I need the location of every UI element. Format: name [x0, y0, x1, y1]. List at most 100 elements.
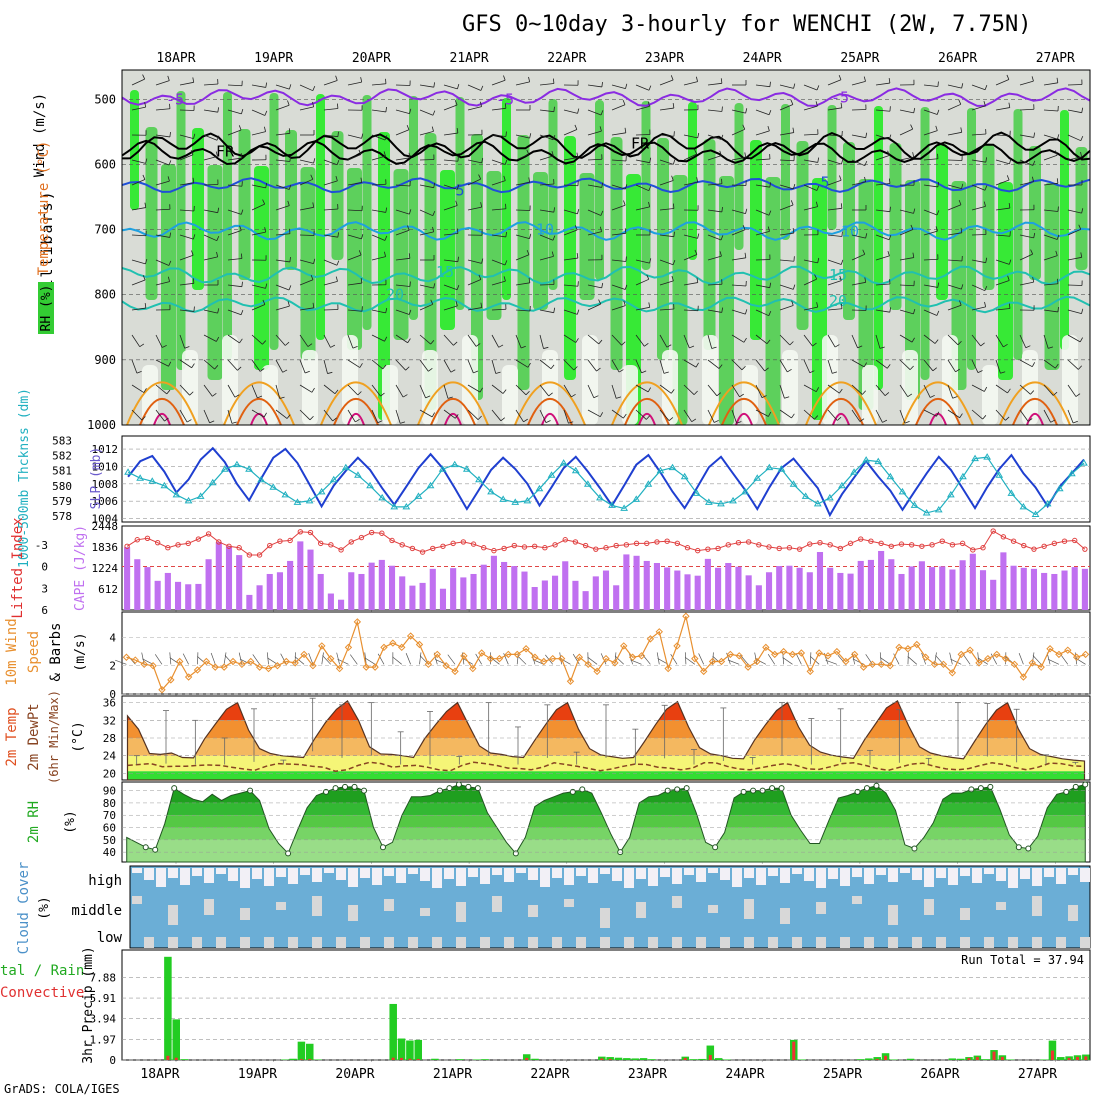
wind-barb-flag — [545, 420, 551, 424]
li-point — [267, 542, 273, 549]
li-point — [959, 540, 966, 547]
wind-barb-flag — [816, 185, 820, 191]
wind-barb — [971, 334, 982, 347]
wind-barb — [683, 359, 697, 368]
cape-bar — [878, 550, 885, 610]
wind-barb-flag — [1008, 203, 1011, 209]
wind-barb — [923, 130, 938, 136]
wind-barb-10m — [267, 657, 278, 665]
wind-speed-point — [939, 660, 948, 669]
wind-barb-flag — [234, 394, 240, 398]
wind-barb-flag — [141, 416, 146, 421]
cape-bar — [623, 554, 630, 610]
li-point — [562, 537, 568, 543]
wind-barb-flag — [623, 413, 627, 419]
cloud-clear-low — [1056, 937, 1066, 948]
wind-barb-flag — [694, 149, 698, 155]
cloud-clear-high — [876, 868, 886, 875]
wind-barb — [323, 384, 336, 395]
wind-barb — [923, 109, 938, 115]
rh-point — [342, 783, 349, 790]
wind-barb-flag — [433, 82, 436, 88]
wind-barb-flag — [192, 77, 195, 83]
cloud-clear-low — [384, 937, 394, 948]
wind-barb-flag — [310, 174, 314, 180]
wind-barb-flag — [859, 418, 865, 422]
contour-label: -5 — [166, 90, 184, 108]
wind-barb-flag — [576, 152, 579, 158]
wind-barb-flag — [385, 207, 388, 213]
wind-barb — [947, 184, 962, 190]
wind-barb-10m — [684, 652, 687, 665]
li-point — [531, 543, 538, 549]
wind-axis-label: (m/s) — [73, 632, 88, 671]
wind-barb-10m — [252, 654, 260, 665]
wind-barb — [755, 284, 770, 289]
thickness-point — [704, 498, 713, 505]
cloud-clear-high — [732, 868, 742, 887]
wind-barb-flag — [621, 341, 626, 346]
thickness-point — [136, 474, 145, 481]
wind-barb — [155, 281, 170, 286]
wind-barb-flag — [1009, 303, 1011, 309]
wind-barb-flag — [937, 282, 940, 288]
wind-barb-flag — [817, 257, 820, 263]
precip-tick-label: 5.91 — [90, 992, 117, 1005]
wind-speed-point — [406, 632, 415, 640]
wind-barb — [683, 334, 690, 349]
li-point — [297, 529, 304, 535]
wind-barb-flag — [814, 274, 818, 280]
cloud-clear-high — [696, 868, 706, 882]
wind-barb-flag — [335, 276, 338, 282]
thickness-tick-label: 578 — [52, 510, 72, 523]
wind-speed-point — [176, 657, 184, 666]
rh-axis-label: (%) — [63, 810, 78, 833]
thickness-point — [620, 504, 629, 511]
wind-speed-point — [868, 660, 877, 669]
li-point — [440, 543, 446, 549]
wind-barb — [515, 384, 527, 396]
wind-speed-point — [966, 646, 974, 654]
cloud-clear-middle — [852, 896, 862, 904]
cloud-clear-high — [504, 868, 514, 882]
wind-barb — [179, 334, 186, 349]
wind-barb — [275, 132, 290, 136]
wind-speed-point — [238, 660, 246, 669]
wind-barb-flag — [791, 300, 794, 306]
contour-label: 15 — [436, 263, 454, 281]
thickness-point — [741, 487, 750, 495]
wind-barb — [851, 80, 866, 86]
precip-total-bar — [280, 1059, 289, 1060]
thickness-point — [596, 493, 604, 501]
wind-barb — [707, 155, 722, 161]
thickness-point — [475, 475, 483, 483]
cloud-clear-high — [900, 868, 910, 873]
wind-barb-flag — [863, 76, 866, 82]
wind-barb-flag — [864, 160, 868, 166]
wind-barb — [611, 132, 626, 136]
precip-total-bar — [406, 1040, 414, 1060]
wind-speed-point — [344, 643, 353, 652]
wind-barb-flag — [598, 339, 603, 345]
thickness-point — [583, 480, 592, 487]
wind-barb-flag — [862, 249, 866, 255]
wind-barb-flag — [425, 395, 431, 399]
wind-barb-flag — [1050, 419, 1056, 423]
cloud-clear-high — [960, 868, 970, 876]
wind-barb-10m — [1075, 657, 1086, 665]
wind-barb-flag — [527, 362, 531, 368]
wind-barb — [1067, 384, 1077, 397]
wind-barb-flag — [1081, 308, 1084, 314]
cloud-clear-high — [1020, 868, 1030, 879]
rh-point — [455, 781, 462, 788]
wind-barb — [707, 384, 718, 397]
li-point — [1051, 540, 1058, 547]
wind-barb-flag — [262, 199, 266, 205]
wind-barb-flag — [551, 151, 554, 157]
wind-barb — [395, 129, 410, 136]
wind-barb — [923, 334, 936, 344]
wind-barb — [995, 308, 1010, 311]
wind-barb-flag — [380, 392, 385, 397]
cloud-clear-high — [360, 868, 370, 878]
isotherm-30 — [430, 397, 476, 426]
